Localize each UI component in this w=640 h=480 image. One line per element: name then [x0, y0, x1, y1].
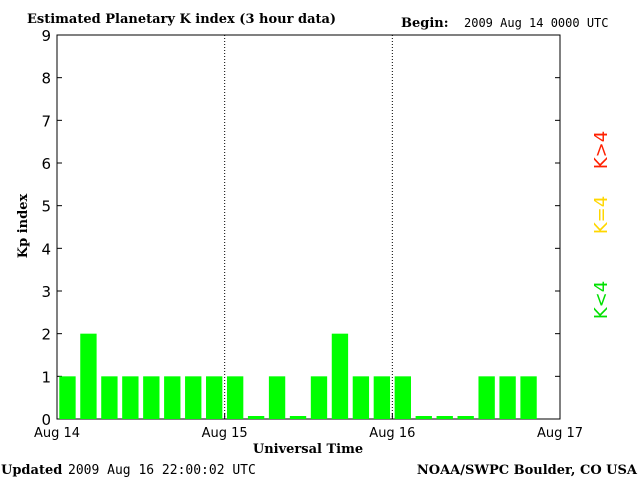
kp-bar: [373, 376, 391, 419]
kp-bar: [143, 376, 160, 419]
y-tick-label: 9: [41, 27, 51, 45]
y-tick-label: 5: [41, 198, 51, 216]
y-tick-label: 1: [41, 368, 51, 386]
legend-label: K<4: [591, 281, 612, 319]
kp-bar: [59, 376, 76, 419]
y-tick-label: 3: [41, 283, 51, 301]
kp-bar: [478, 376, 495, 419]
kp-bar: [226, 376, 244, 419]
kp-bar: [289, 416, 307, 419]
kp-bar: [164, 376, 181, 419]
source-credit: NOAA/SWPC Boulder, CO USA: [417, 463, 638, 478]
kp-bar: [352, 376, 370, 419]
x-tick-label: Aug 15: [202, 426, 248, 441]
kp-bar: [415, 416, 432, 419]
y-tick-label: 0: [41, 411, 51, 429]
legend-label: K>4: [591, 131, 612, 169]
chart-title: Estimated Planetary K index (3 hour data…: [27, 12, 336, 27]
x-tick-label: Aug 14: [34, 426, 80, 441]
x-axis-label: Universal Time: [253, 442, 363, 457]
kp-bar: [247, 416, 265, 419]
kp-bar: [80, 333, 97, 419]
y-tick-label: 4: [41, 240, 51, 258]
x-tick-label: Aug 17: [537, 426, 583, 441]
legend-label: K=4: [591, 196, 612, 234]
plot-area: 0 1 2 3 4 5 6 7 8 9 Aug 14 Aug 15 Aug 16 Aug 17: [34, 27, 583, 441]
begin-label: Begin:: [401, 16, 449, 31]
y-tick-label: 7: [41, 112, 51, 130]
kp-bar: [331, 333, 349, 419]
kp-legend: K<4 K=4 K>4: [591, 131, 612, 319]
y-tick-label: 8: [41, 70, 51, 88]
kp-bar: [457, 416, 474, 419]
updated-value: 2009 Aug 16 22:00:02 UTC: [68, 463, 256, 478]
kp-bar: [206, 376, 223, 419]
begin-value: 2009 Aug 14 0000 UTC: [464, 16, 609, 30]
y-axis-label: Kp index: [16, 194, 31, 259]
kp-bar: [185, 376, 202, 419]
y-tick-label: 6: [41, 155, 51, 173]
kp-bar: [268, 376, 286, 419]
kp-bar: [394, 376, 411, 419]
x-tick-label: Aug 16: [369, 426, 415, 441]
kp-bar: [122, 376, 139, 419]
updated-label: Updated: [1, 463, 62, 478]
kp-bar: [101, 376, 118, 419]
kp-bar: [310, 376, 328, 419]
plot-frame: [56, 34, 561, 420]
y-tick-label: 2: [41, 326, 51, 344]
kp-bar: [520, 376, 537, 419]
kp-bar: [436, 416, 453, 419]
kp-bar: [499, 376, 516, 419]
